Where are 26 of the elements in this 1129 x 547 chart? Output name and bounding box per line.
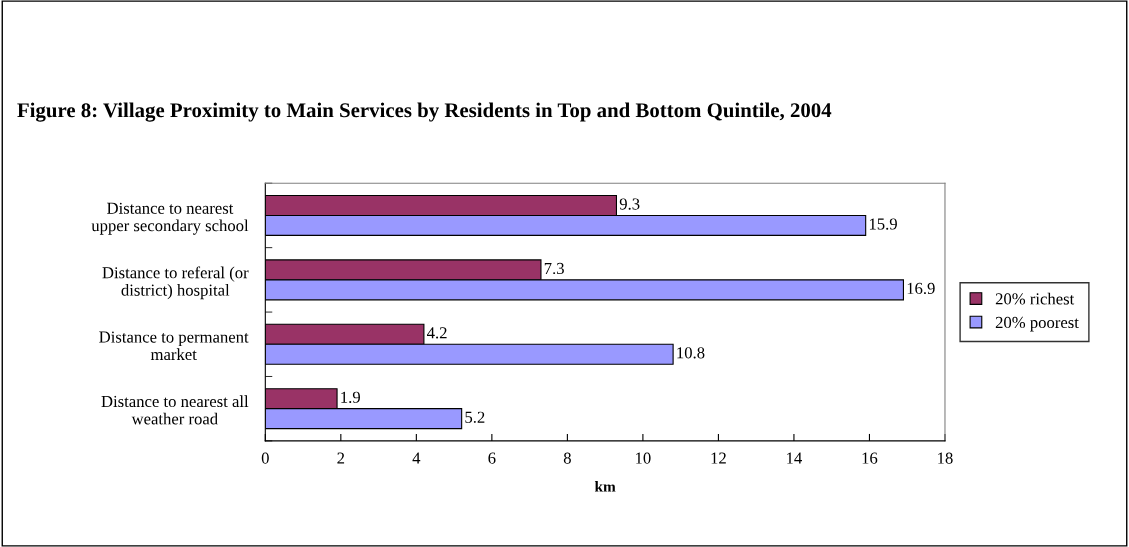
x-tick-label: 0	[261, 452, 269, 464]
data-label: 9.3	[619, 198, 640, 210]
x-tick-label: 10	[636, 452, 651, 464]
data-label: 5.2	[465, 411, 485, 423]
x-tick-label: 12	[711, 452, 726, 464]
x-tick-label: 16	[862, 452, 878, 464]
data-label: 1.9	[341, 391, 360, 403]
x-tick-label: 18	[938, 452, 953, 464]
x-tick-label: 2	[337, 452, 345, 464]
y-tick-label: Distance to referal (or district) hospital	[102, 266, 249, 300]
x-tick-label: 8	[563, 452, 571, 464]
data-label: 7.3	[544, 262, 564, 275]
x-tick-label: 6	[488, 452, 496, 464]
legend-label: 20% richest	[995, 292, 1075, 305]
y-tick-label: Distance to nearest all weather road	[101, 395, 249, 425]
data-label: 16.9	[907, 282, 935, 295]
chart-title: Figure 8: Village Proximity to Main Services by Residents in Top and Bottom Quintile, 2004	[17, 102, 832, 122]
data-label: 10.8	[677, 347, 705, 359]
y-tick-label: Distance to nearest upper secondary school	[91, 202, 249, 235]
x-axis-title: km	[594, 481, 616, 492]
y-tick-label: Distance to permanent market	[99, 331, 249, 361]
data-label: 15.9	[869, 218, 897, 230]
legend-label: 20% poorest	[995, 316, 1079, 332]
x-tick-label: 4	[412, 452, 421, 464]
x-tick-label: 14	[787, 452, 803, 464]
data-label: 4.2	[427, 327, 447, 339]
